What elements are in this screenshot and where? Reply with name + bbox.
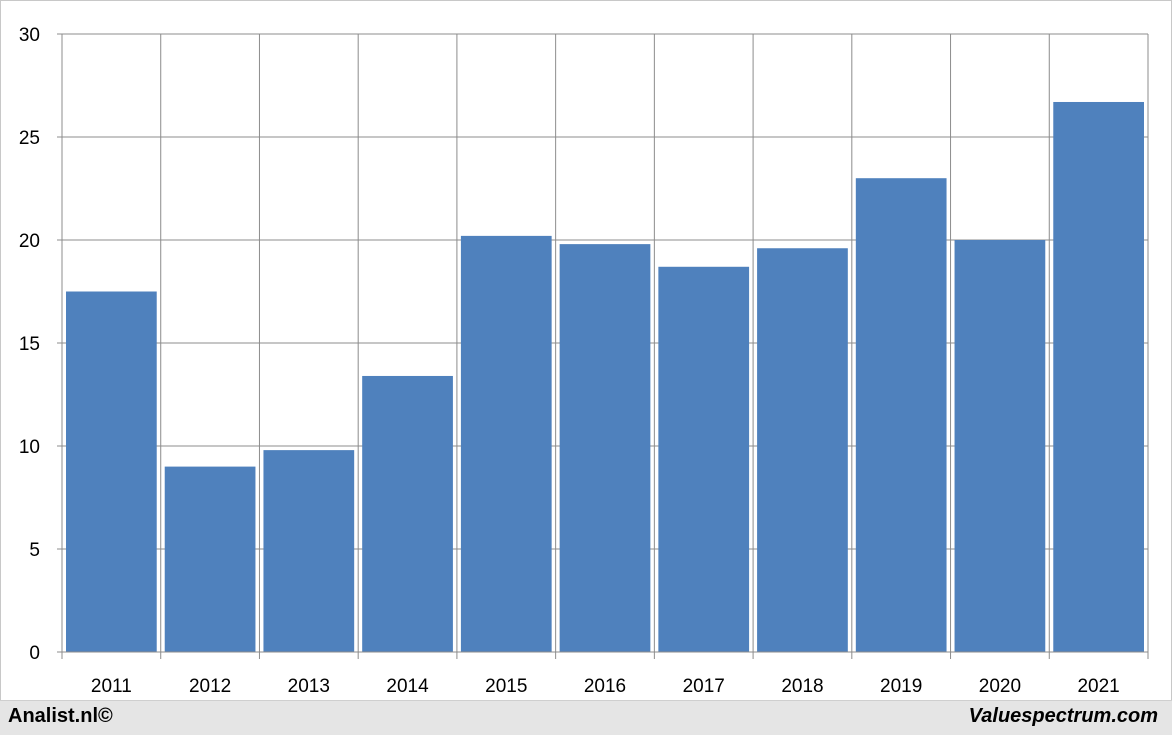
x-tick-label: 2015: [485, 676, 527, 697]
bar-2014: [362, 375, 453, 652]
bar-2012: [164, 466, 256, 652]
x-tick-label: 2017: [683, 676, 725, 697]
bar-2016: [559, 244, 651, 652]
bar-2019: [855, 178, 947, 652]
bar-2018: [757, 248, 848, 653]
axis-layer: [57, 33, 1149, 659]
source-credit-right: Valuespectrum.com: [968, 705, 1158, 727]
y-tick-label: 30: [19, 25, 40, 46]
x-tick-label: 2016: [584, 676, 626, 697]
bar-2011: [66, 291, 157, 652]
x-tick-labels: 2011 2012 2013 2014 2015 2016 2017 2018 2019 2020…: [91, 676, 1120, 697]
x-tick-label: 2013: [288, 676, 330, 697]
source-credit-left: Analist.nl©: [8, 705, 113, 727]
bar-2021: [1053, 101, 1144, 653]
y-tick-labels: 0 5 10 15 20 25 30: [19, 25, 40, 664]
y-tick-label: 25: [19, 128, 40, 149]
bar-2013: [263, 450, 355, 652]
y-tick-label: 20: [19, 231, 40, 252]
x-tick-label: 2018: [781, 676, 823, 697]
bars-layer: [66, 101, 1144, 653]
y-tick-label: 10: [19, 437, 40, 458]
y-tick-label: 15: [19, 334, 40, 355]
x-tick-label: 2011: [91, 676, 132, 697]
bar-2020: [954, 240, 1046, 652]
x-tick-label: 2019: [880, 676, 922, 697]
footer-bar: Analist.nl© Valuespectrum.com: [0, 700, 1172, 735]
y-tick-label: 5: [29, 540, 40, 561]
x-tick-label: 2021: [1077, 676, 1119, 697]
x-tick-label: 2014: [386, 676, 429, 697]
bar-2017: [658, 266, 750, 652]
bar-2015: [460, 235, 552, 652]
x-tick-label: 2012: [189, 676, 231, 697]
y-tick-label: 0: [29, 643, 40, 664]
x-tick-label: 2020: [979, 676, 1021, 697]
